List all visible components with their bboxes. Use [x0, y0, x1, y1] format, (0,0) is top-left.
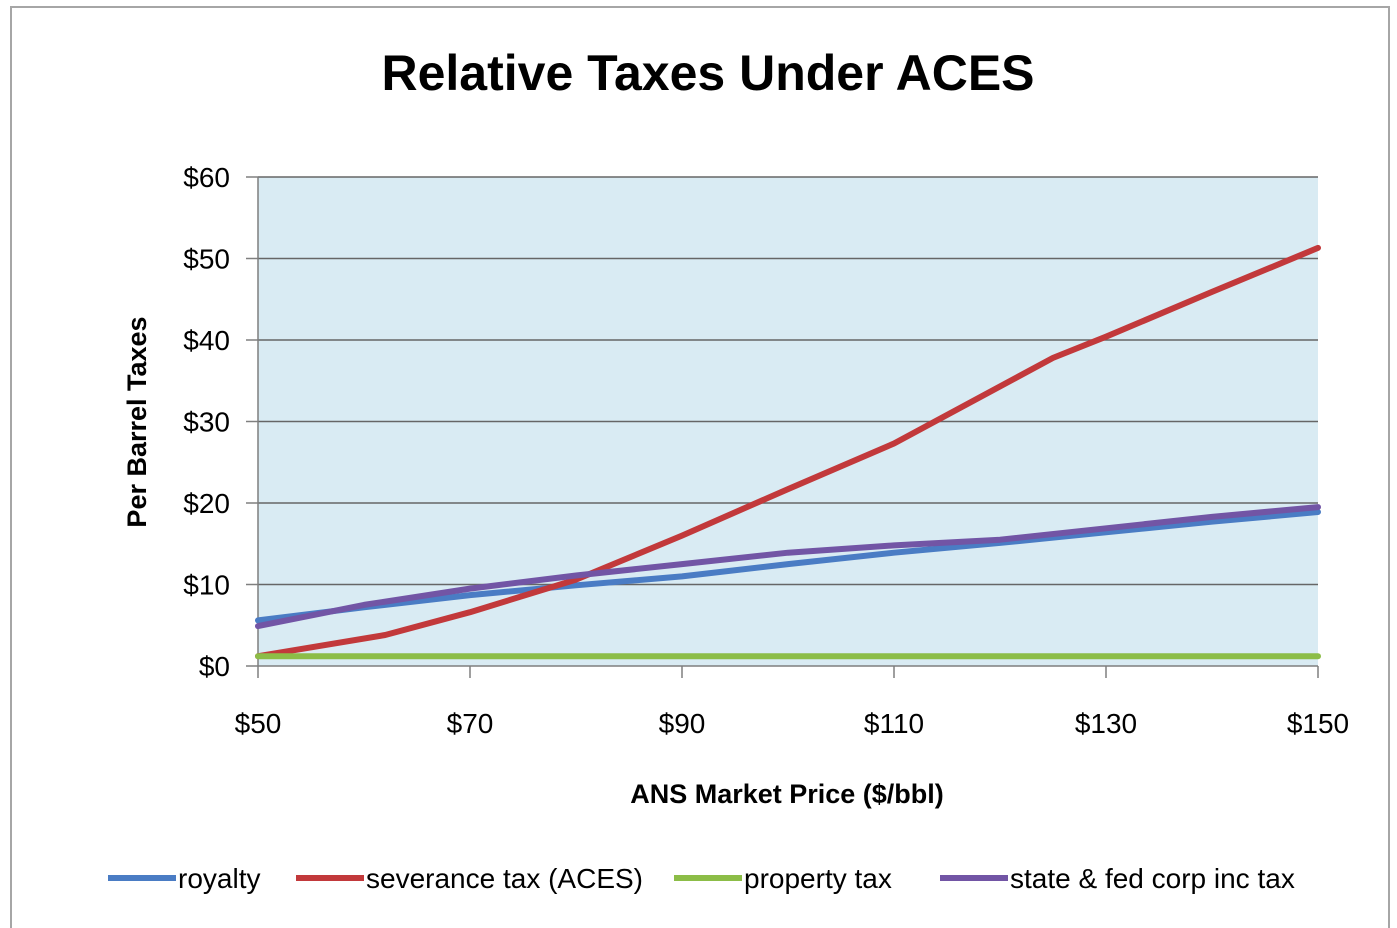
y-tick-label: $10 — [183, 570, 230, 601]
x-axis-ticks: $50 $70 $90 $110 $130 $150 — [235, 666, 1349, 739]
series-lines — [255, 244, 1321, 660]
x-tick-label: $70 — [447, 708, 494, 739]
series-line — [255, 509, 1321, 624]
x-axis-title: ANS Market Price ($/bbl) — [630, 779, 944, 809]
gridlines — [258, 176, 1318, 586]
y-tick-label: $0 — [199, 651, 230, 682]
series-line — [255, 504, 1321, 630]
x-tick-label: $110 — [864, 708, 924, 739]
y-axis-title: Per Barrel Taxes — [122, 316, 152, 527]
legend: royalty severance tax (ACES) property tax s… — [108, 863, 1295, 894]
x-tick-label: $130 — [1075, 708, 1137, 739]
y-tick-label: $30 — [183, 407, 230, 438]
series-line — [255, 244, 1321, 660]
chart-title: Relative Taxes Under ACES — [381, 45, 1034, 101]
x-tick-label: $150 — [1287, 708, 1349, 739]
legend-label: royalty — [178, 863, 260, 894]
y-axis-ticks: $0 $10 $20 $30 $40 $50 $60 — [183, 162, 258, 682]
legend-label: property tax — [744, 863, 892, 894]
y-tick-label: $60 — [183, 162, 230, 193]
x-tick-label: $50 — [235, 708, 282, 739]
legend-label: severance tax (ACES) — [366, 863, 643, 894]
y-tick-label: $40 — [183, 325, 230, 356]
y-tick-label: $20 — [183, 488, 230, 519]
legend-label: state & fed corp inc tax — [1010, 863, 1295, 894]
y-tick-label: $50 — [183, 244, 230, 275]
x-tick-label: $90 — [659, 708, 706, 739]
